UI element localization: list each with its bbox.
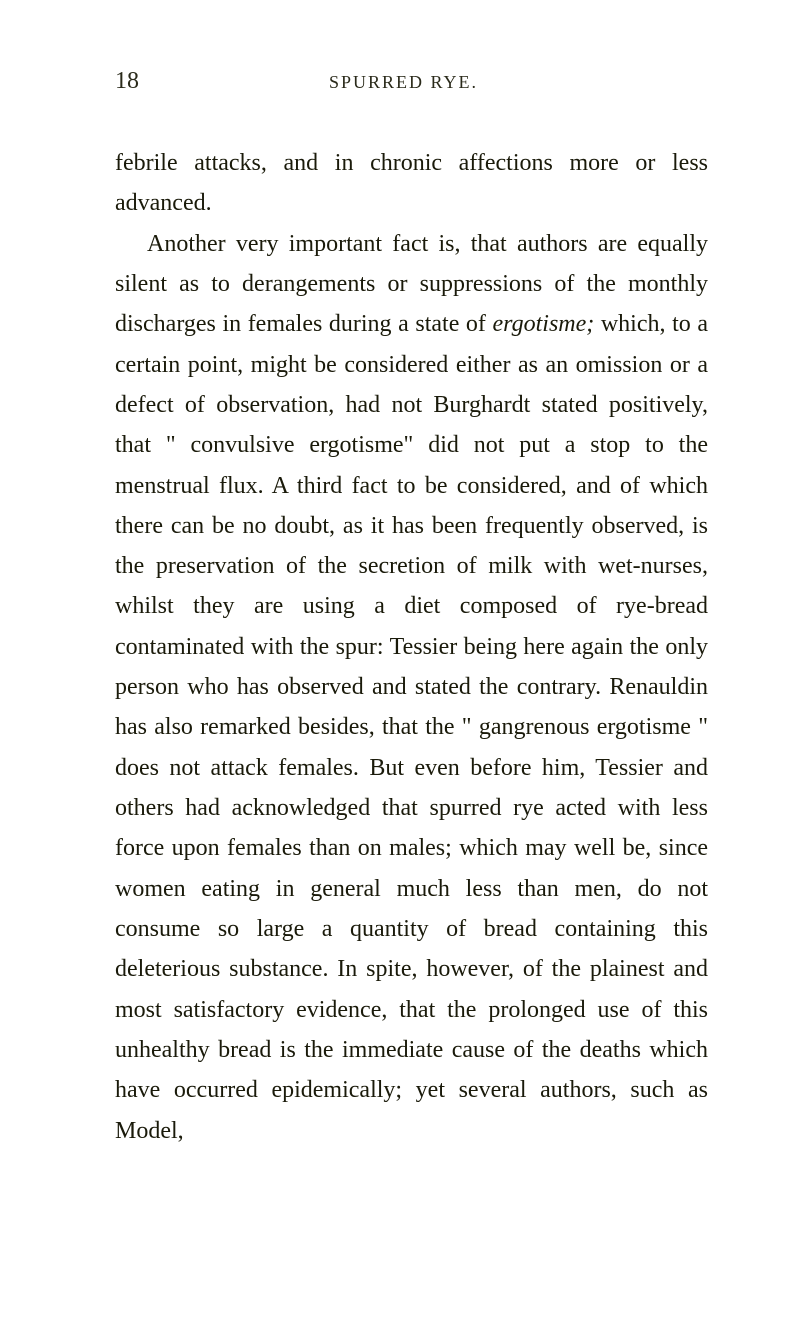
paragraph-1: febrile attacks, and in chronic affectio… (115, 143, 708, 224)
running-title: SPURRED RYE. (99, 72, 708, 93)
page-header: 18 SPURRED RYE. (115, 68, 708, 95)
paragraph-2: Another very important fact is, that aut… (115, 224, 708, 1151)
page-container: 18 SPURRED RYE. febrile attacks, and in … (0, 0, 800, 1339)
paragraph-2-part2: which, to a certain point, might be cons… (115, 311, 708, 1143)
paragraph-2-italic: ergotisme; (493, 311, 595, 337)
body-text: febrile attacks, and in chronic affectio… (115, 143, 708, 1151)
